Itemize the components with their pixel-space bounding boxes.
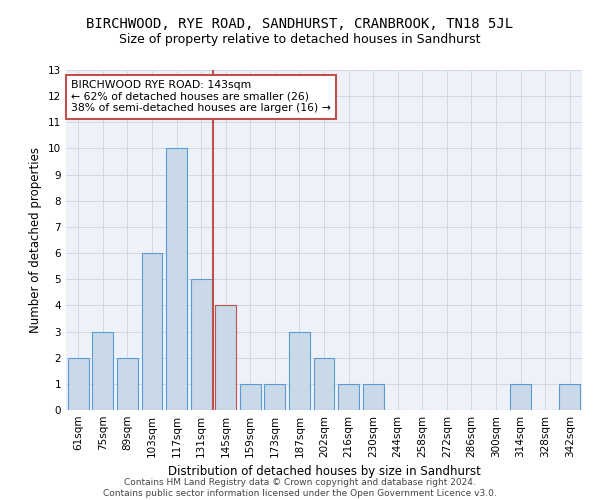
Bar (117, 358, 138, 410)
Bar (338, 384, 359, 410)
Bar (362, 384, 383, 410)
Bar (68, 358, 89, 410)
Bar (314, 358, 334, 410)
Text: BIRCHWOOD, RYE ROAD, SANDHURST, CRANBROOK, TN18 5JL: BIRCHWOOD, RYE ROAD, SANDHURST, CRANBROO… (86, 18, 514, 32)
Bar (559, 384, 580, 410)
Bar (289, 332, 310, 410)
Text: Size of property relative to detached houses in Sandhurst: Size of property relative to detached ho… (119, 32, 481, 46)
Bar (92, 332, 113, 410)
Bar (510, 384, 531, 410)
Bar (215, 306, 236, 410)
Text: BIRCHWOOD RYE ROAD: 143sqm
← 62% of detached houses are smaller (26)
38% of semi: BIRCHWOOD RYE ROAD: 143sqm ← 62% of deta… (71, 80, 331, 114)
Bar (191, 279, 212, 410)
Bar (265, 384, 286, 410)
Bar (240, 384, 261, 410)
Text: Contains HM Land Registry data © Crown copyright and database right 2024.
Contai: Contains HM Land Registry data © Crown c… (103, 478, 497, 498)
Bar (142, 253, 163, 410)
Y-axis label: Number of detached properties: Number of detached properties (29, 147, 43, 333)
X-axis label: Distribution of detached houses by size in Sandhurst: Distribution of detached houses by size … (167, 466, 481, 478)
Bar (166, 148, 187, 410)
